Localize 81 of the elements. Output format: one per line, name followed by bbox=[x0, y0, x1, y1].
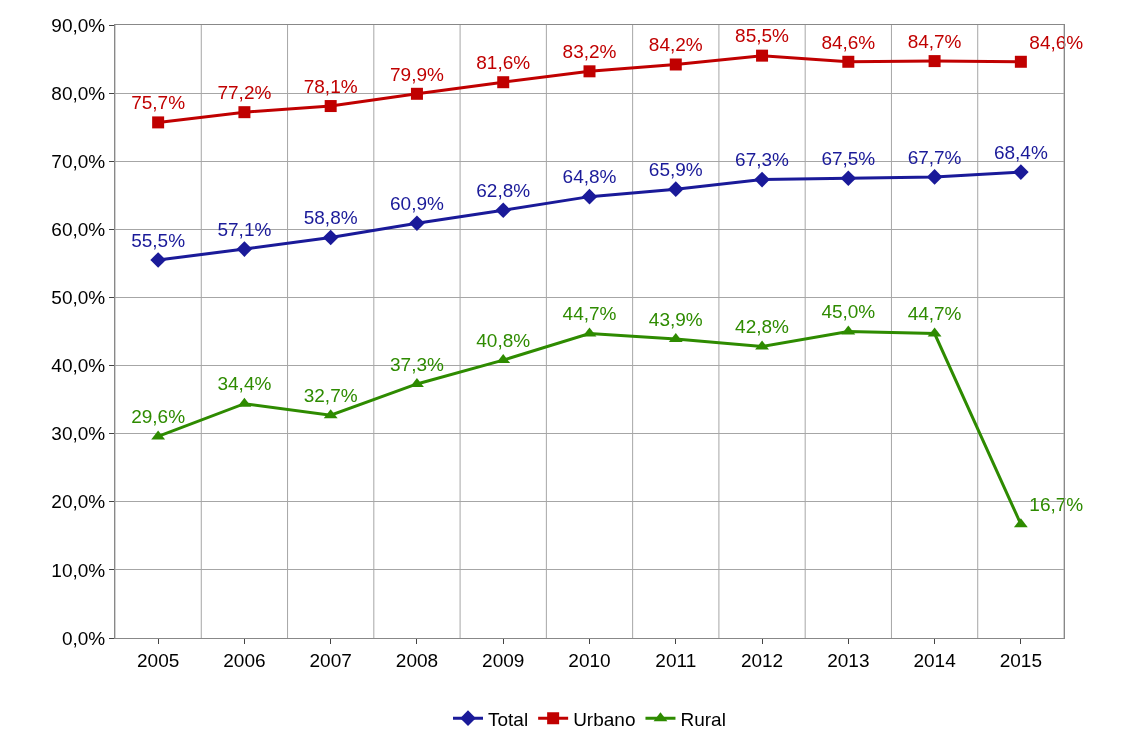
x-tick-label: 2015 bbox=[999, 649, 1042, 671]
y-tick-label: 20,0% bbox=[51, 491, 106, 513]
data-label: 81,6% bbox=[476, 51, 531, 73]
data-label: 40,8% bbox=[476, 329, 531, 351]
point bbox=[755, 340, 769, 350]
data-label: 16,7% bbox=[1029, 494, 1084, 515]
data-label: 32,7% bbox=[303, 385, 358, 407]
data-label: 84,6% bbox=[1029, 31, 1084, 53]
data-label: 67,7% bbox=[907, 146, 962, 168]
y-tick-label: 30,0% bbox=[51, 423, 106, 445]
legend-label: Urbano bbox=[573, 708, 636, 730]
x-tick-label: 2006 bbox=[223, 649, 266, 671]
data-label: 55,5% bbox=[131, 229, 186, 251]
point bbox=[667, 181, 684, 197]
data-label: 75,7% bbox=[131, 92, 186, 114]
y-tick-label: 90,0% bbox=[51, 14, 106, 36]
data-label: 45,0% bbox=[821, 301, 876, 323]
data-label: 83,2% bbox=[562, 41, 617, 63]
data-label: 77,2% bbox=[217, 81, 272, 103]
point bbox=[754, 171, 770, 188]
data-label: 65,9% bbox=[648, 158, 703, 180]
legend-label: Rural bbox=[680, 708, 726, 730]
data-label: 67,5% bbox=[821, 148, 876, 169]
point bbox=[324, 100, 337, 113]
data-label: 64,8% bbox=[562, 166, 617, 188]
point bbox=[840, 170, 857, 187]
data-label: 34,4% bbox=[217, 373, 272, 395]
x-tick-label: 2014 bbox=[913, 649, 957, 671]
data-label: 79,9% bbox=[390, 63, 444, 85]
x-tick-label: 2011 bbox=[655, 649, 697, 671]
x-tick-label: 2010 bbox=[568, 649, 611, 671]
point bbox=[1014, 55, 1027, 68]
point bbox=[409, 215, 425, 231]
data-label: 68,4% bbox=[993, 141, 1048, 163]
data-label: 84,2% bbox=[648, 34, 703, 56]
data-label: 62,8% bbox=[476, 180, 531, 202]
x-tick-label: 2012 bbox=[740, 649, 784, 671]
y-tick-label: 60,0% bbox=[51, 218, 106, 240]
point bbox=[322, 229, 339, 246]
point bbox=[236, 241, 253, 257]
data-label: 37,3% bbox=[390, 353, 444, 375]
data-label: 84,7% bbox=[907, 30, 962, 52]
data-label: 84,6% bbox=[821, 31, 876, 53]
data-label: 60,9% bbox=[390, 192, 444, 214]
point bbox=[756, 49, 769, 62]
point bbox=[152, 116, 165, 129]
y-tick-label: 50,0% bbox=[51, 287, 106, 309]
x-tick-label: 2013 bbox=[827, 649, 870, 671]
point bbox=[410, 377, 424, 387]
point bbox=[238, 106, 251, 119]
x-tick-label: 2009 bbox=[482, 649, 525, 671]
point bbox=[669, 58, 682, 71]
data-label: 29,6% bbox=[131, 406, 186, 428]
data-label: 43,9% bbox=[648, 308, 703, 330]
data-label: 57,1% bbox=[217, 218, 272, 240]
legend-label: Total bbox=[488, 708, 529, 730]
x-tick-label: 2005 bbox=[137, 649, 180, 671]
data-label: 44,7% bbox=[562, 303, 617, 325]
data-label: 42,8% bbox=[735, 316, 790, 338]
data-label: 58,8% bbox=[303, 207, 358, 229]
point bbox=[581, 188, 598, 205]
y-tick-label: 80,0% bbox=[51, 82, 106, 104]
data-label: 85,5% bbox=[735, 25, 790, 47]
point bbox=[495, 202, 512, 219]
point bbox=[497, 76, 510, 89]
point bbox=[842, 55, 855, 68]
y-tick-label: 0,0% bbox=[61, 627, 106, 649]
point bbox=[583, 65, 596, 78]
point bbox=[1013, 164, 1029, 180]
y-tick-label: 40,0% bbox=[51, 355, 106, 377]
point bbox=[410, 87, 423, 100]
y-tick-label: 10,0% bbox=[51, 559, 106, 581]
point bbox=[926, 169, 943, 185]
data-label: 44,7% bbox=[907, 303, 962, 325]
x-tick-label: 2008 bbox=[395, 649, 439, 671]
data-label: 67,3% bbox=[735, 149, 790, 171]
data-label: 78,1% bbox=[303, 75, 358, 97]
point bbox=[928, 55, 941, 68]
y-tick-label: 70,0% bbox=[51, 150, 106, 172]
point bbox=[150, 252, 166, 268]
x-tick-label: 2007 bbox=[309, 649, 352, 671]
